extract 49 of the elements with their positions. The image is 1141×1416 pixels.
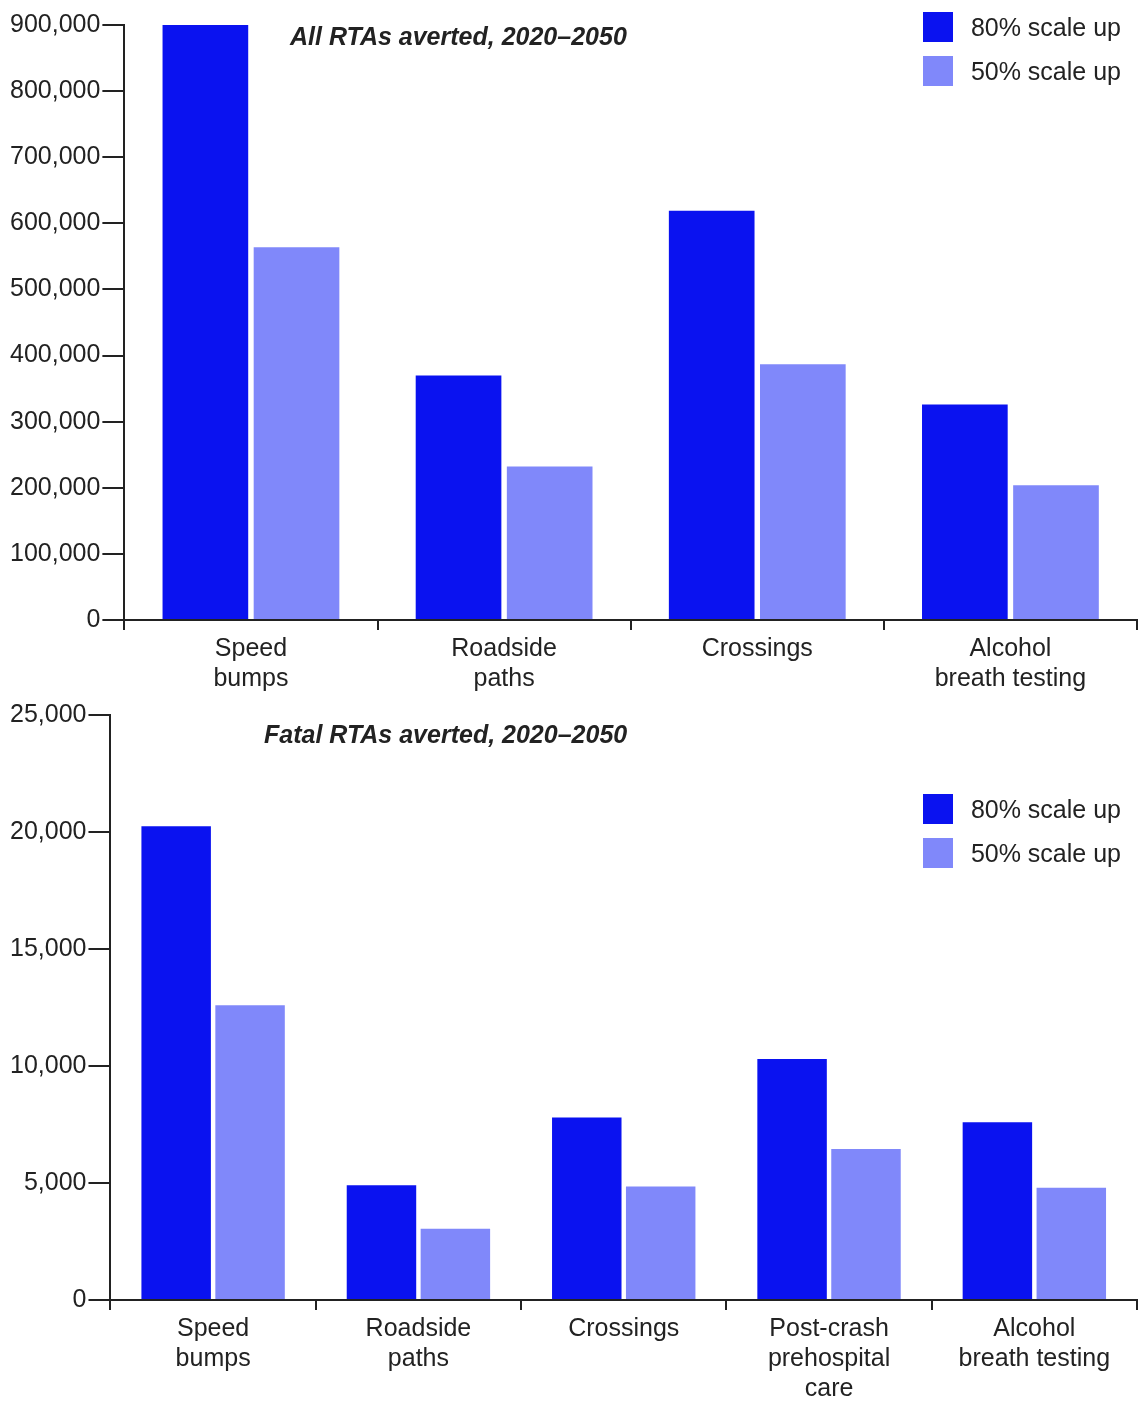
bar bbox=[760, 364, 846, 619]
y-tick-label: 800,000 bbox=[9, 75, 101, 103]
x-tick-label: Roadside paths bbox=[451, 632, 557, 691]
y-tick-label: 0 bbox=[86, 603, 101, 632]
y-tick-label: 600,000 bbox=[9, 207, 101, 236]
legend-label: 50% scale up bbox=[970, 56, 1121, 86]
y-tick-label: 700,000 bbox=[9, 141, 101, 170]
bar bbox=[420, 1228, 491, 1299]
bar bbox=[831, 1149, 901, 1299]
y-tick-label: 5,000 bbox=[23, 1166, 87, 1195]
bar bbox=[552, 1117, 622, 1299]
y-tick-label: 100,000 bbox=[9, 537, 101, 566]
bar bbox=[215, 1005, 285, 1299]
bar bbox=[757, 1058, 827, 1299]
bar bbox=[506, 466, 593, 619]
x-tick-label: Post-crash prehospital care bbox=[767, 1312, 891, 1401]
x-tick-label: Alcohol breath testing bbox=[958, 1312, 1111, 1371]
x-tick-label: Alcohol breath testing bbox=[934, 632, 1087, 691]
y-tick-label: 20,000 bbox=[10, 815, 87, 844]
bar bbox=[1013, 485, 1099, 619]
bar bbox=[162, 25, 249, 619]
legend-label: 80% scale up bbox=[970, 12, 1121, 42]
y-tick-label: 900,000 bbox=[9, 8, 101, 37]
bar bbox=[962, 1122, 1033, 1299]
y-tick-label: 15,000 bbox=[10, 932, 87, 961]
x-tick-label: Crossings bbox=[701, 632, 813, 661]
bar bbox=[415, 375, 502, 619]
y-tick-label: 25,000 bbox=[10, 698, 87, 727]
chart-title: Fatal RTAs averted, 2020–2050 bbox=[264, 720, 628, 749]
bar bbox=[668, 210, 755, 619]
x-tick-label: Roadside paths bbox=[365, 1312, 472, 1371]
x-tick-label: Crossings bbox=[568, 1312, 680, 1341]
legend-label: 80% scale up bbox=[970, 794, 1121, 824]
bar bbox=[346, 1185, 417, 1299]
y-tick-label: 0 bbox=[72, 1283, 87, 1312]
legend-label: 50% scale up bbox=[970, 838, 1121, 868]
bar bbox=[625, 1186, 696, 1299]
x-tick-label: Speed bumps bbox=[175, 1312, 251, 1371]
y-tick-label: 200,000 bbox=[9, 471, 101, 500]
y-tick-label: 400,000 bbox=[9, 339, 101, 368]
bar bbox=[141, 826, 211, 1299]
y-tick-label: 500,000 bbox=[9, 273, 101, 302]
x-tick-label: Speed bumps bbox=[213, 632, 289, 691]
bar bbox=[922, 404, 1008, 619]
bar bbox=[1036, 1187, 1107, 1299]
y-tick-label: 10,000 bbox=[10, 1049, 87, 1078]
bar bbox=[253, 247, 340, 619]
y-tick-label: 300,000 bbox=[9, 405, 101, 434]
chart-title: All RTAs averted, 2020–2050 bbox=[290, 22, 627, 51]
